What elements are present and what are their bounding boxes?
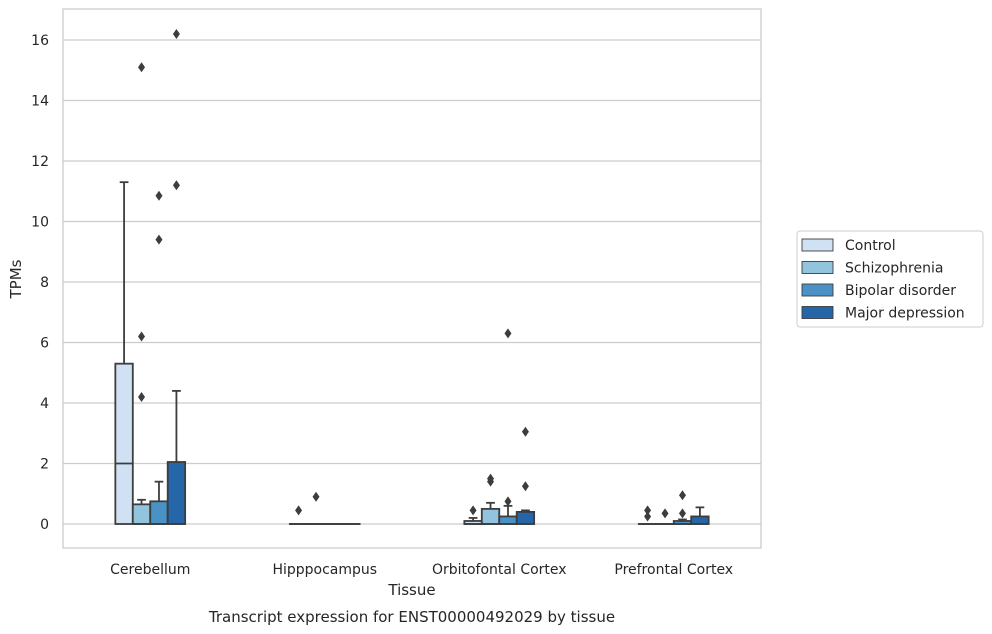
box-body <box>166 461 187 525</box>
box-body <box>515 510 536 525</box>
x-tick-label: Hipppocampus <box>272 562 377 578</box>
outlier-point <box>469 505 477 516</box>
y-tick-label: 2 <box>40 457 49 473</box>
box-bipolar-disorder <box>672 490 693 525</box>
outlier-point <box>295 505 303 516</box>
outlier-point <box>678 490 686 501</box>
x-tick-labels: Cerebellum Hipppocampus Orbitofontal Corte… <box>110 562 733 578</box>
y-tick-label: 6 <box>40 336 49 352</box>
plot-area-frame <box>62 8 762 549</box>
x-tick-label: Prefrontal Cortex <box>614 562 733 578</box>
outlier-point <box>504 496 512 507</box>
legend-label: Bipolar disorder <box>845 283 956 299</box>
y-tick-label: 4 <box>40 396 49 412</box>
outlier-point <box>138 331 146 342</box>
legend: Control Schizophrenia Bipolar disorder Majo… <box>796 230 984 328</box>
legend-label: Schizophrenia <box>845 261 943 277</box>
outlier-point <box>661 508 669 519</box>
box-bipolar-disorder <box>498 328 518 525</box>
y-tick-label: 10 <box>31 215 49 231</box>
legend-frame <box>796 230 984 328</box>
outlier-point <box>504 328 512 339</box>
y-tick-label: 8 <box>40 275 49 291</box>
x-axis-title: Tissue <box>387 581 435 599</box>
box-control <box>288 505 309 525</box>
outlier-point <box>172 180 180 191</box>
outlier-point <box>138 391 146 402</box>
box-body <box>114 362 134 525</box>
outlier-point <box>521 426 529 437</box>
outlier-point <box>155 234 163 245</box>
box-major-depression <box>166 28 187 525</box>
box-schizophrenia <box>131 62 152 525</box>
x-tick-label: Cerebellum <box>110 562 190 578</box>
chart-title: Transcript expression for ENST0000049202… <box>208 608 615 626</box>
y-tick-label: 14 <box>31 94 49 110</box>
y-axis-title: TPMs <box>7 259 25 299</box>
outlier-point <box>644 505 652 516</box>
y-tick-label: 0 <box>40 517 49 533</box>
box-body <box>498 515 518 525</box>
box-marks <box>114 28 710 525</box>
outlier-point <box>487 473 495 484</box>
box-body <box>480 507 501 525</box>
box-body <box>690 515 710 525</box>
y-tick-label: 12 <box>31 154 49 170</box>
box-major-depression <box>515 426 536 525</box>
box-control <box>463 505 483 525</box>
box-bipolar-disorder <box>149 190 169 525</box>
box-body <box>149 500 169 525</box>
legend-swatch <box>801 261 834 274</box>
legend-label: Control <box>845 238 896 254</box>
outlier-point <box>312 491 320 502</box>
box-schizophrenia <box>655 508 675 525</box>
box-body <box>131 503 152 525</box>
box-control <box>114 181 134 525</box>
box-major-depression <box>690 506 710 525</box>
outlier-point <box>644 511 652 522</box>
legend-swatch <box>801 283 834 297</box>
legend-swatch <box>801 238 834 252</box>
legend-label: Major depression <box>845 306 965 322</box>
grid-lines <box>63 39 761 525</box>
outlier-point <box>678 508 686 519</box>
box-schizophrenia <box>306 491 326 525</box>
legend-swatch <box>801 306 834 319</box>
outlier-point <box>155 190 163 201</box>
outlier-point <box>172 28 180 39</box>
y-tick-label: 16 <box>31 33 49 49</box>
box-control <box>637 505 658 525</box>
outlier-point <box>521 481 529 492</box>
outlier-point <box>138 62 146 73</box>
box-schizophrenia <box>480 473 501 525</box>
y-tick-labels: 0 2 4 6 8 10 12 14 16 <box>31 33 49 533</box>
x-tick-label: Orbitofontal Cortex <box>432 562 567 578</box>
